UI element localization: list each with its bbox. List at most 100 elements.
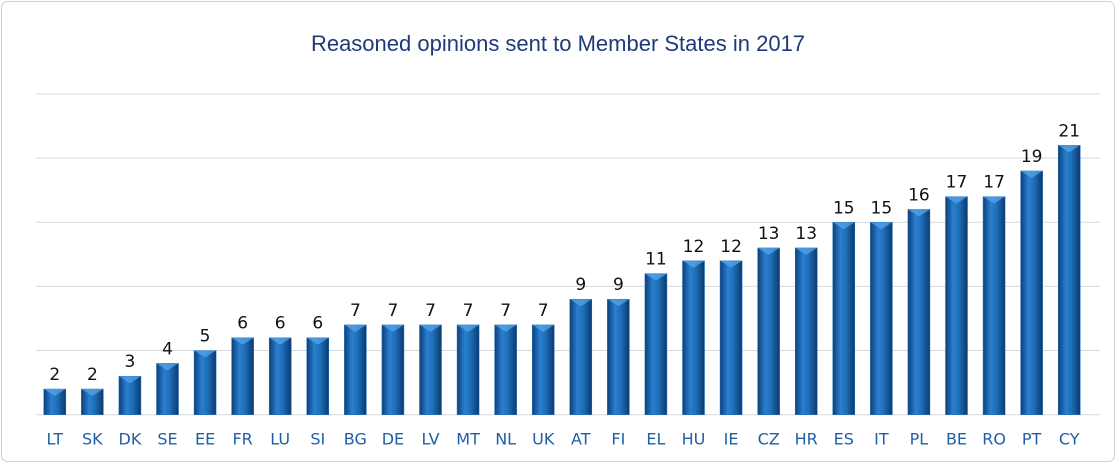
x-tick-label: MT	[456, 430, 480, 449]
value-label: 7	[538, 301, 549, 321]
bar	[1020, 170, 1043, 415]
x-tick-label: SI	[310, 430, 325, 449]
bar	[531, 324, 555, 415]
value-label: 4	[162, 339, 173, 359]
value-label: 7	[500, 301, 511, 321]
bar-top	[419, 324, 442, 332]
value-label: 9	[575, 275, 586, 295]
bar	[945, 196, 968, 415]
bar	[419, 324, 442, 415]
x-tick-label: LU	[270, 430, 290, 449]
value-label: 17	[946, 173, 968, 193]
value-label: 13	[758, 224, 780, 244]
value-label: 15	[833, 198, 855, 218]
bar	[344, 324, 367, 415]
x-tick-label: DE	[382, 430, 404, 449]
bar	[832, 222, 856, 415]
bar-top	[945, 196, 968, 204]
x-tick-label: ES	[834, 430, 854, 449]
bar-top	[569, 299, 592, 307]
value-label: 2	[87, 365, 98, 385]
x-tick-label: HU	[682, 430, 706, 449]
value-label: 11	[645, 250, 667, 270]
value-label: 2	[49, 365, 60, 385]
x-tick-label: HR	[795, 430, 818, 449]
x-tick-label: LT	[47, 430, 64, 449]
bar-top	[607, 299, 630, 307]
bar-top	[907, 209, 930, 217]
value-label: 19	[1021, 147, 1043, 167]
bar-top	[832, 222, 855, 230]
bar-top	[1020, 170, 1043, 178]
bar-top	[344, 324, 367, 332]
bar-top	[870, 222, 893, 230]
x-tick-label: CZ	[758, 430, 780, 449]
bar	[494, 324, 517, 415]
x-tick-label: UK	[532, 430, 555, 449]
x-tick-label: LV	[421, 430, 439, 449]
bar-top	[1058, 145, 1081, 153]
bar	[569, 298, 593, 415]
bar-top	[269, 337, 292, 345]
value-label: 3	[125, 352, 136, 372]
bar-top	[682, 260, 705, 268]
bar	[907, 209, 931, 415]
bar-top	[43, 389, 66, 397]
bar-top	[457, 324, 480, 332]
x-tick-label: IT	[874, 430, 889, 449]
value-label: 5	[200, 327, 211, 347]
bar-top	[156, 363, 179, 371]
value-label: 15	[871, 198, 893, 218]
bar-top	[381, 324, 404, 332]
bar	[156, 363, 179, 415]
bar	[870, 222, 893, 415]
x-tick-label: CY	[1059, 430, 1080, 449]
bar	[381, 324, 405, 415]
bar	[757, 247, 780, 415]
value-label: 13	[795, 224, 817, 244]
bar	[306, 337, 330, 415]
x-tick-label: EE	[195, 430, 215, 449]
x-tick-label: PL	[910, 430, 929, 449]
value-label: 6	[275, 314, 286, 334]
bar-top	[194, 350, 217, 358]
chart-title: Reasoned opinions sent to Member States …	[311, 31, 805, 56]
x-tick-label: BG	[344, 430, 367, 449]
value-label: 12	[720, 237, 742, 257]
bar	[794, 247, 818, 415]
value-label: 7	[350, 301, 361, 321]
bar	[268, 337, 292, 415]
value-label: 21	[1058, 121, 1080, 141]
x-tick-label: SE	[157, 430, 177, 449]
x-tick-label: RO	[982, 430, 1006, 449]
bar	[719, 260, 743, 415]
bar-top	[81, 389, 104, 397]
bar-top	[983, 196, 1006, 204]
value-label: 6	[237, 314, 248, 334]
x-tick-label: IE	[724, 430, 739, 449]
bar	[193, 350, 217, 415]
value-label: 17	[983, 173, 1005, 193]
bar	[682, 260, 705, 415]
value-label: 7	[388, 301, 399, 321]
bar-top	[720, 260, 743, 268]
bar-top	[231, 337, 254, 345]
x-tick-label: AT	[571, 430, 591, 449]
bar-top	[118, 376, 141, 384]
x-tick-label: DK	[119, 430, 142, 449]
bar-top	[306, 337, 329, 345]
bar	[456, 324, 480, 415]
value-label: 7	[425, 301, 436, 321]
x-tick-label: FR	[232, 430, 252, 449]
x-tick-label: EL	[646, 430, 665, 449]
bar	[607, 298, 630, 415]
bar-top	[757, 247, 780, 255]
bar	[1057, 145, 1081, 415]
x-tick-label: FI	[611, 430, 625, 449]
x-tick-label: PT	[1022, 430, 1042, 449]
bar-top	[494, 324, 517, 332]
x-tick-label: BE	[946, 430, 967, 449]
bar	[982, 196, 1006, 415]
value-label: 12	[683, 237, 705, 257]
